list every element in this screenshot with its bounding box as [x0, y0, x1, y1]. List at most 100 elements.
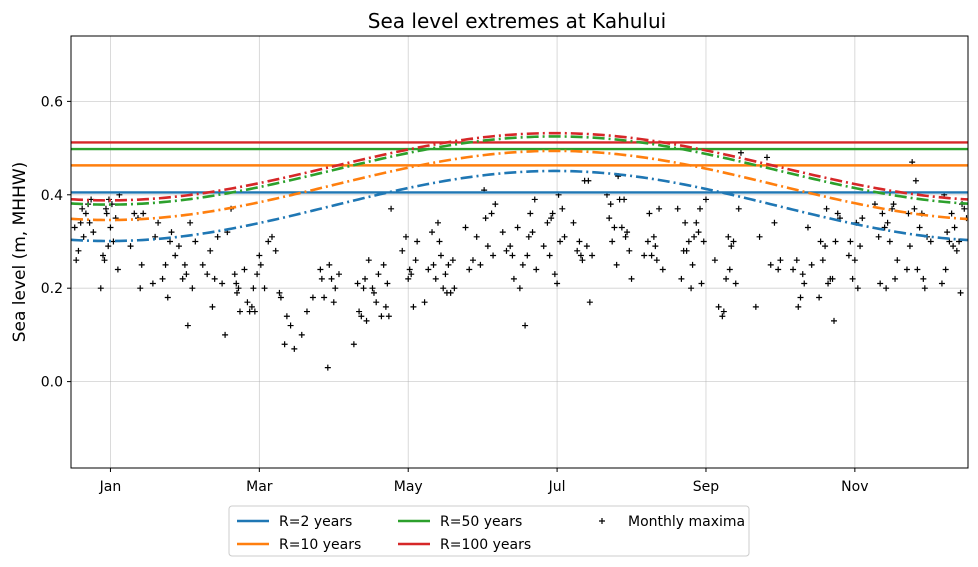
plot-area: Jan Mar May Jul Sep Nov 0.0 0.2 0.4 0.6 [41, 35, 969, 495]
monthly-maximum-point [720, 308, 727, 315]
monthly-maximum-point [378, 313, 385, 320]
monthly-maximum-point [845, 252, 852, 259]
monthly-maximum-point [890, 201, 897, 208]
monthly-maximum-point [819, 257, 826, 264]
monthly-maximum-point [832, 238, 839, 245]
monthly-maximum-point [410, 303, 417, 310]
monthly-maximum-point [879, 210, 886, 217]
monthly-maximum-point [527, 210, 534, 217]
legend-label: Monthly maxima [628, 514, 745, 530]
monthly-maximum-point [298, 331, 305, 338]
monthly-maximum-point [689, 261, 696, 268]
monthly-maximum-point [881, 224, 888, 231]
monthly-maximum-point [107, 224, 114, 231]
monthly-maximum-point [652, 243, 659, 250]
monthly-maximum-point [726, 266, 733, 273]
monthly-maximum-point [607, 201, 614, 208]
monthly-maximum-point [816, 294, 823, 301]
monthly-maximum-point [363, 317, 370, 324]
monthly-maximum-point [507, 243, 514, 250]
monthly-maximum-point [609, 238, 616, 245]
x-tick-label: Jul [548, 479, 566, 495]
monthly-maximum-point [540, 243, 547, 250]
monthly-maximum-point [328, 275, 335, 282]
monthly-maximum-point [373, 299, 380, 306]
legend-label: R=50 years [440, 514, 522, 530]
monthly-maximum-point [214, 233, 221, 240]
monthly-maximum-point [752, 303, 759, 310]
monthly-maximum-point [437, 252, 444, 259]
monthly-maximum-point [525, 233, 532, 240]
monthly-maximum-point [911, 205, 918, 212]
monthly-maximum-point [79, 205, 86, 212]
monthly-maximum-point [408, 271, 415, 278]
monthly-maximum-point [71, 224, 78, 231]
monthly-maximum-point [961, 205, 968, 212]
monthly-maximum-point [903, 266, 910, 273]
monthly-maximum-point [574, 247, 581, 254]
monthly-maximum-point [380, 261, 387, 268]
monthly-maximum-point [303, 308, 310, 315]
monthly-maximum-point [951, 224, 958, 231]
monthly-maximum-point [715, 303, 722, 310]
monthly-maximum-point [356, 308, 363, 315]
monthly-maximum-point [583, 243, 590, 250]
monthly-maximum-point [211, 275, 218, 282]
monthly-maximum-point [628, 275, 635, 282]
monthly-maximum-point [559, 205, 566, 212]
monthly-maximum-point [462, 224, 469, 231]
monthly-maximum-point [375, 271, 382, 278]
monthly-maximum-point [613, 261, 620, 268]
monthly-maximum-point [283, 313, 290, 320]
monthly-maximum-point [823, 205, 830, 212]
monthly-maximum-point [854, 285, 861, 292]
seasonal-return-level-curve [71, 149, 968, 222]
monthly-maximum-point [693, 219, 700, 226]
monthly-maximum-point [414, 238, 421, 245]
monthly-maximum-point [522, 322, 529, 329]
monthly-maximum-point [430, 261, 437, 268]
monthly-maximum-point [516, 285, 523, 292]
monthly-maximum-point [432, 275, 439, 282]
monthly-maximum-point [103, 210, 110, 217]
monthly-maximum-point [790, 266, 797, 273]
monthly-maximum-point [570, 219, 577, 226]
data-layer [71, 131, 968, 371]
monthly-maximum-point [436, 238, 443, 245]
monthly-maximum-point [250, 285, 257, 292]
monthly-maximum-point [102, 205, 109, 212]
monthly-maximum-point [287, 322, 294, 329]
monthly-maximum-point [442, 271, 449, 278]
monthly-maximum-point [406, 266, 413, 273]
monthly-maximum-point [914, 266, 921, 273]
monthly-maximum-point [268, 233, 275, 240]
monthly-maximum-point [688, 285, 695, 292]
monthly-maximum-point [683, 247, 690, 254]
monthly-maximum-point [829, 275, 836, 282]
monthly-maximum-point [75, 247, 82, 254]
monthly-maximum-point [691, 233, 698, 240]
monthly-maximum-point [857, 243, 864, 250]
y-tick-label: 0.4 [41, 188, 63, 204]
monthly-maximum-point [155, 219, 162, 226]
legend-swatch [599, 518, 605, 524]
monthly-maximum-point [127, 243, 134, 250]
monthly-maximum-point [490, 252, 497, 259]
monthly-maximum-point [953, 247, 960, 254]
monthly-maximum-point [236, 308, 243, 315]
monthly-maximum-point [514, 224, 521, 231]
monthly-maximum-point [586, 299, 593, 306]
monthly-maximum-point [849, 275, 856, 282]
monthly-maximum-point [618, 224, 625, 231]
monthly-maximum-point [137, 285, 144, 292]
monthly-maximum-point [192, 238, 199, 245]
monthly-maximum-point [771, 219, 778, 226]
monthly-maximum-point [209, 303, 216, 310]
monthly-maximum-point [114, 266, 121, 273]
monthly-maximum-point [894, 257, 901, 264]
monthly-maximum-point [241, 266, 248, 273]
monthly-maximum-point [554, 280, 561, 287]
monthly-maximum-point [97, 285, 104, 292]
